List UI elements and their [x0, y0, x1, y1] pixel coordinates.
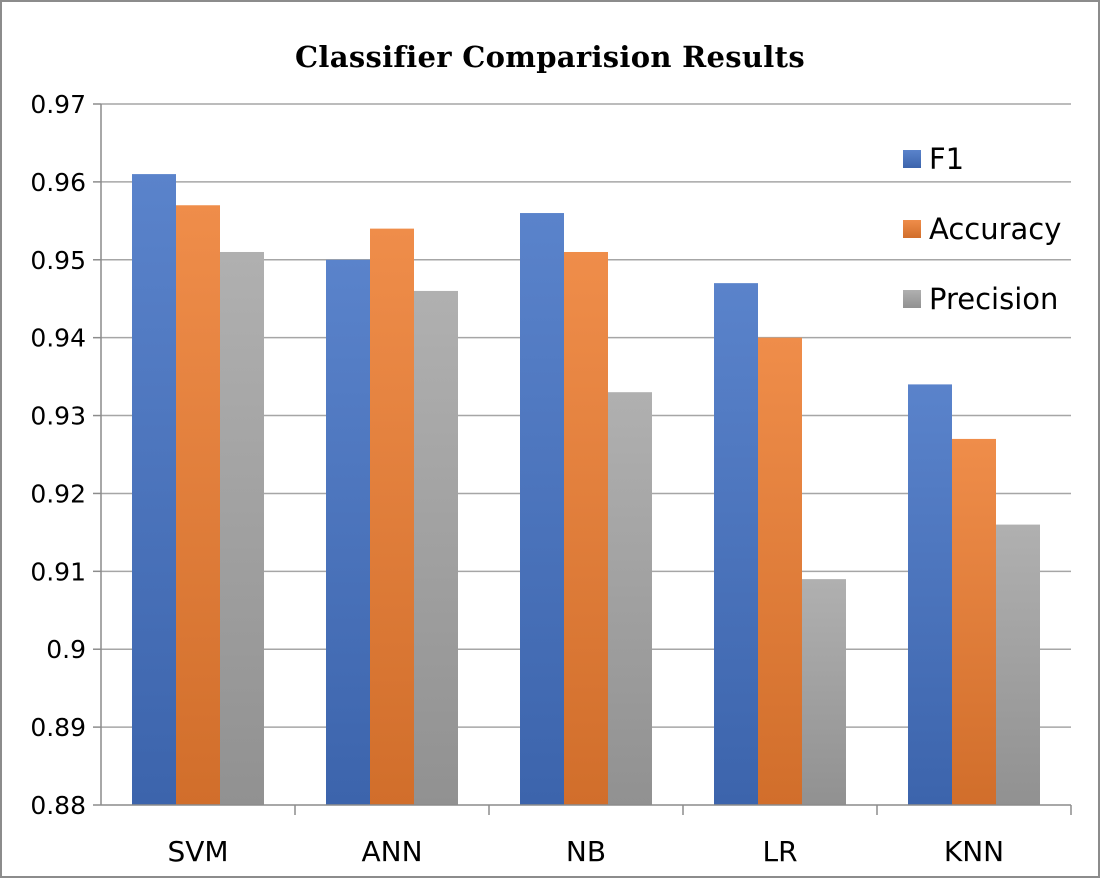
bars [132, 174, 1040, 806]
y-tick-label: 0.93 [30, 402, 86, 431]
y-tick-label: 0.88 [30, 791, 86, 820]
x-tick-label: SVM [167, 835, 228, 868]
bar-lr-f1 [714, 283, 758, 806]
legend-swatch-f1 [903, 150, 921, 168]
x-tick-label: NB [566, 835, 606, 868]
x-tick-label: LR [762, 835, 797, 868]
bar-svm-f1 [132, 174, 176, 806]
bar-nb-precision [608, 392, 652, 805]
bar-lr-precision [802, 579, 846, 805]
y-tick-label: 0.9 [46, 635, 86, 664]
y-tick-label: 0.97 [30, 90, 86, 119]
legend-swatch-precision [903, 290, 921, 308]
bar-ann-f1 [326, 259, 370, 805]
legend-label-precision: Precision [929, 282, 1058, 316]
legend-swatch-accuracy [903, 220, 921, 238]
bar-ann-precision [414, 290, 458, 805]
y-tick-label: 0.96 [30, 168, 86, 197]
bar-ann-accuracy [370, 228, 414, 806]
bar-nb-f1 [520, 213, 564, 806]
y-tick-label: 0.95 [30, 246, 86, 275]
legend-label-f1: F1 [929, 142, 964, 176]
bar-knn-f1 [908, 384, 952, 805]
bar-nb-accuracy [564, 251, 608, 805]
y-tick-label: 0.94 [30, 324, 86, 353]
chart-title: Classifier Comparision Results [295, 40, 805, 74]
axes: 0.88 0.89 0.9 0.91 0.92 0.93 0.94 0.95 0.96 0.97 S… [30, 90, 1072, 868]
bar-knn-precision [996, 524, 1040, 805]
legend-label-accuracy: Accuracy [929, 212, 1061, 246]
x-tick-label: KNN [944, 835, 1004, 868]
x-tick-label: ANN [361, 835, 422, 868]
bar-knn-accuracy [952, 438, 996, 805]
y-tick-label: 0.89 [30, 713, 86, 742]
legend: F1 Accuracy Precision [903, 142, 1061, 316]
y-tick-label: 0.91 [30, 557, 86, 586]
bar-svm-precision [220, 251, 264, 805]
y-tick-label: 0.92 [30, 479, 86, 508]
bar-lr-accuracy [758, 337, 802, 805]
bar-svm-accuracy [176, 205, 220, 805]
